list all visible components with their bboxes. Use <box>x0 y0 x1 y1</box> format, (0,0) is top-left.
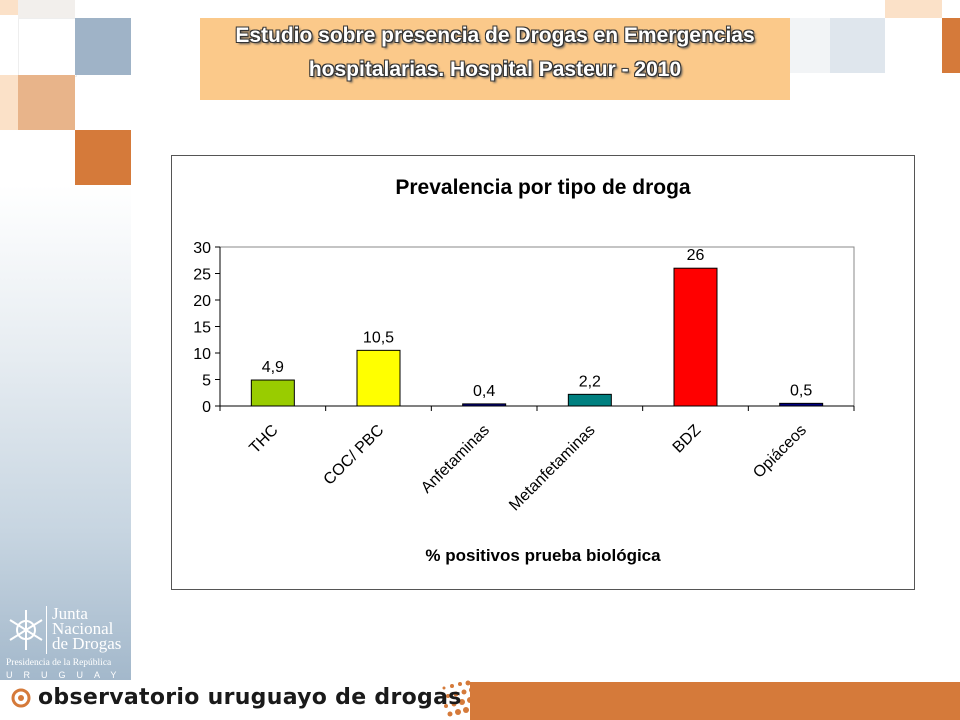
data-label: 2,2 <box>579 373 601 390</box>
logo-name-line: Junta <box>52 604 88 623</box>
bar <box>356 349 401 407</box>
slide-title-line-2: hospitalarias. Hospital Pasteur - 2010 <box>308 58 682 81</box>
plot-area-frame <box>219 246 855 407</box>
x-tick-label: BDZ <box>670 422 705 457</box>
bar <box>250 379 295 407</box>
decor-square <box>885 0 942 18</box>
data-label: 0,5 <box>790 382 812 399</box>
chart-x-axis-label: % positivos prueba biológica <box>425 546 661 565</box>
bar-chart: 0 5 10 15 20 25 30 4,9 THC 10,5 COC/ PBC 0,4 Anfetam… <box>193 240 855 515</box>
decor-square <box>75 18 131 75</box>
decor-square <box>18 75 75 130</box>
observatory-logo-icon <box>11 688 31 708</box>
chart-title: Prevalencia por tipo de droga <box>395 176 691 199</box>
title-banner: Estudio sobre presencia de Drogas en Eme… <box>200 18 790 100</box>
y-tick-label: 5 <box>202 373 211 390</box>
logo-name-line: de Drogas <box>52 634 122 653</box>
y-tick-label: 25 <box>193 267 211 284</box>
x-tick-label: Anfetaminas <box>418 422 493 497</box>
y-tick-label: 15 <box>193 320 211 337</box>
decor-square <box>0 0 18 15</box>
y-tick-label: 10 <box>193 346 211 363</box>
bar <box>779 402 824 407</box>
logo-subtitle: Presidencia de la República <box>6 658 112 668</box>
bar <box>567 393 612 407</box>
junta-logo: Junta Nacional de Drogas Presidencia de … <box>4 604 144 681</box>
decor-square <box>18 130 75 185</box>
footer-brand-text: observatorio uruguayo de drogas <box>38 685 462 710</box>
logo-name: Junta Nacional de Drogas <box>52 604 122 653</box>
bar <box>462 403 507 407</box>
chart-container: Prevalencia por tipo de droga 0 5 10 15 20 25… <box>171 155 915 590</box>
decor-square <box>75 130 131 185</box>
decor-square <box>18 0 75 18</box>
decor-square <box>830 18 885 73</box>
slide-title-line-1: Estudio sobre presencia de Drogas en Eme… <box>235 24 755 47</box>
data-label: 0,4 <box>473 383 495 400</box>
decor-square <box>942 18 960 73</box>
y-tick-label: 20 <box>193 293 211 310</box>
decor-square <box>18 18 77 77</box>
left-sidebar-gradient <box>0 185 131 680</box>
data-label: 10,5 <box>363 329 394 346</box>
decor-square <box>790 18 830 73</box>
logo-name-line: Nacional <box>52 619 114 638</box>
y-tick-label: 0 <box>202 399 211 416</box>
x-tick-label: THC <box>246 422 281 457</box>
x-tick-label: Opiáceos <box>750 422 810 482</box>
decor-square <box>0 75 18 130</box>
data-label: 26 <box>687 247 705 264</box>
x-tick-label: COC/ PBC <box>321 422 388 489</box>
data-label: 4,9 <box>262 359 284 376</box>
decor-square <box>885 18 942 73</box>
x-tick-label: Metanfetaminas <box>506 422 599 515</box>
footer-dots-pattern <box>442 680 477 717</box>
logo-emblem-icon <box>9 606 47 654</box>
bar <box>673 267 718 407</box>
y-tick-label: 30 <box>193 240 211 257</box>
footer-accent-strip <box>470 682 960 720</box>
logo-country: URUGUAY <box>6 670 128 680</box>
